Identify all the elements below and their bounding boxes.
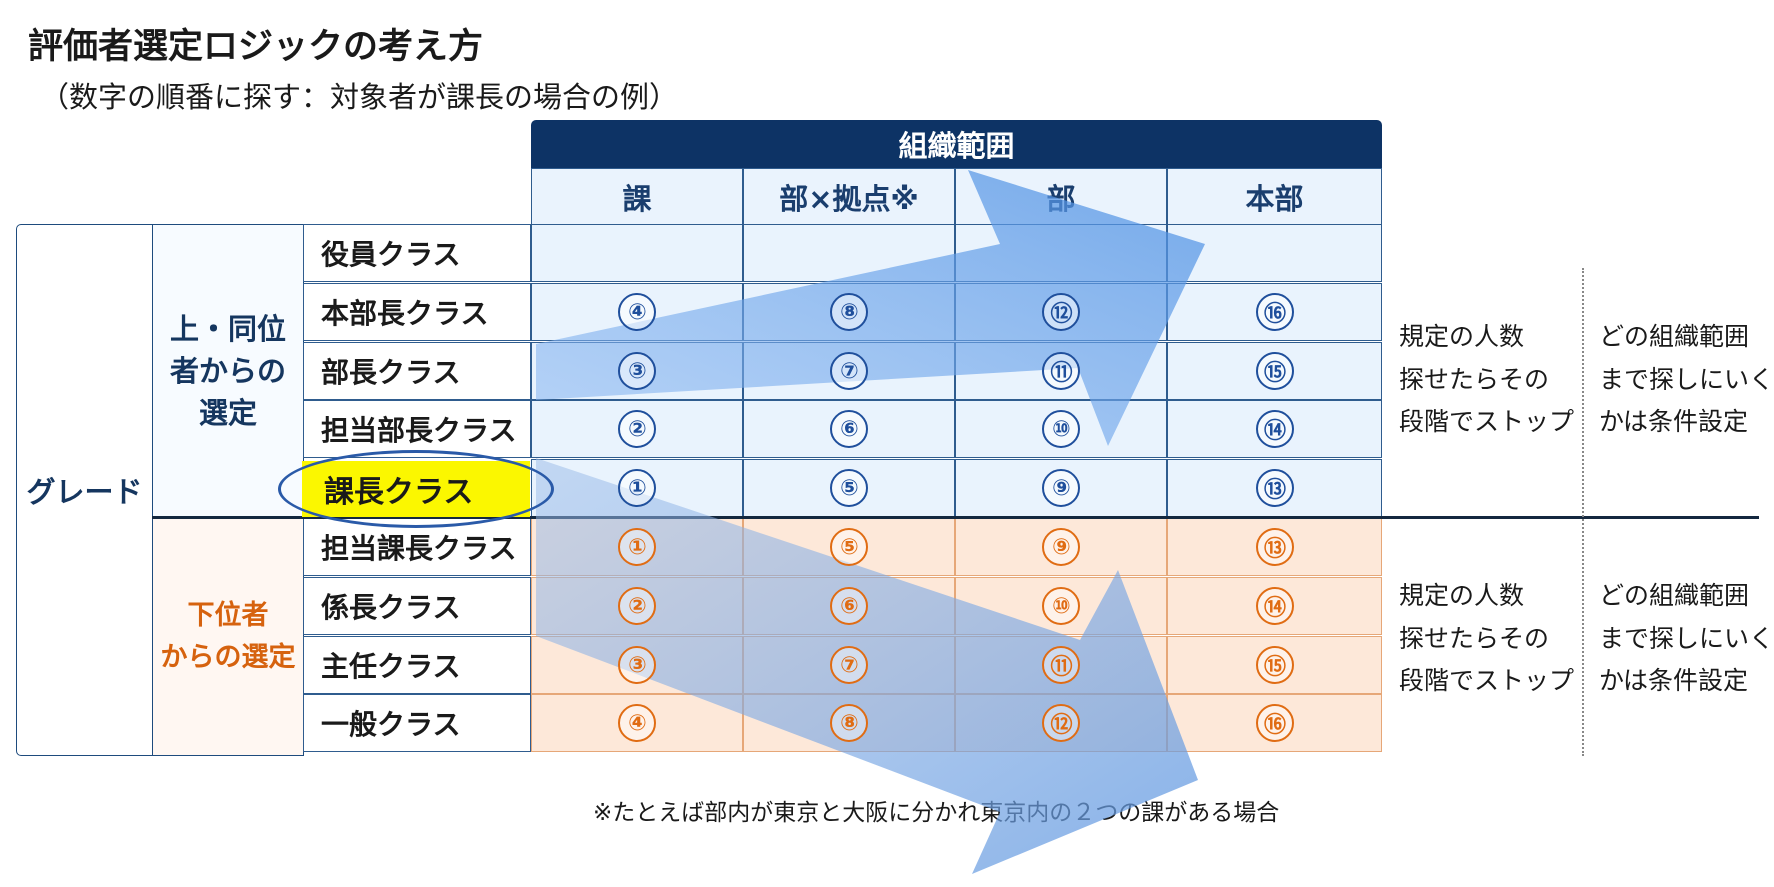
matrix-cell (531, 224, 743, 282)
search-order-number: ⑦ (830, 646, 868, 684)
search-order-number: ⑪ (1042, 352, 1080, 390)
search-order-number: ⑭ (1255, 587, 1294, 625)
search-order-number: ⑬ (1255, 469, 1294, 507)
search-order-number: ③ (618, 646, 656, 684)
search-order-number: ④ (618, 293, 656, 331)
search-order-number: ⑯ (1255, 704, 1294, 742)
column-header: 部 (955, 168, 1167, 225)
page-title: 評価者選定ロジックの考え方 (28, 27, 484, 67)
org-scope-header: 組織範囲 (531, 120, 1382, 168)
upper-group-line: 上・同位 (169, 311, 286, 346)
matrix-cell (955, 224, 1167, 282)
search-order-number: ⑩ (1042, 410, 1080, 448)
upper-group-line: 選定 (198, 396, 257, 431)
footnote: ※たとえば部内が東京と大阪に分かれ東京内の２つの課がある場合 (593, 800, 1280, 826)
search-order-number: ⑮ (1255, 646, 1294, 684)
grade-label: グレード (16, 224, 153, 756)
search-order-number: ⑨ (1042, 469, 1080, 507)
search-order-number: ③ (618, 352, 656, 390)
rank-label: 担当部長クラス (303, 400, 531, 458)
search-order-number: ⑥ (830, 410, 868, 448)
condition-note-upper: どの組織範囲 まで探しにいく かは条件設定 (1599, 322, 1774, 436)
search-order-number: ⑩ (1042, 587, 1080, 625)
rank-label: 主任クラス (303, 636, 531, 694)
lower-group-line: からの選定 (160, 642, 296, 673)
page-subtitle: （数字の順番に探す：対象者が課長の場合の例） (40, 80, 679, 114)
column-header: 課 (531, 168, 743, 225)
search-order-number: ⑨ (1042, 528, 1080, 566)
search-order-number: ⑯ (1255, 293, 1294, 331)
lower-group-line: 下位者 (187, 600, 269, 632)
rank-label: 役員クラス (303, 224, 531, 282)
column-header: 部×拠点※ (743, 168, 955, 225)
lower-group-label: 下位者 からの選定 (152, 518, 304, 756)
search-order-number: ⑥ (830, 587, 868, 625)
dotted-separator (1582, 268, 1584, 756)
condition-note-lower: どの組織範囲 まで探しにいく かは条件設定 (1599, 581, 1774, 695)
search-order-number: ⑤ (830, 528, 868, 566)
search-order-number: ⑫ (1042, 293, 1080, 331)
search-order-number: ⑤ (830, 469, 868, 507)
upper-group-line: 者からの (169, 353, 286, 388)
matrix-cell (1167, 224, 1382, 282)
search-order-number: ⑭ (1255, 410, 1294, 448)
search-order-number: ② (618, 587, 656, 625)
search-order-number: ⑧ (830, 704, 868, 742)
search-order-number: ⑦ (830, 352, 868, 390)
search-order-number: ① (618, 469, 656, 507)
search-order-number: ⑫ (1042, 704, 1080, 742)
search-order-number: ② (618, 410, 656, 448)
rank-label: 本部長クラス (303, 283, 531, 341)
stop-note-lower: 規定の人数 探せたらその 段階でストップ (1399, 581, 1575, 695)
search-order-number: ⑪ (1042, 646, 1080, 684)
search-order-number: ⑧ (830, 293, 868, 331)
search-order-number: ⑬ (1255, 528, 1294, 566)
rank-label: 部長クラス (303, 342, 531, 400)
search-order-number: ① (618, 528, 656, 566)
column-header: 本部 (1167, 168, 1382, 225)
search-order-number: ④ (618, 704, 656, 742)
stop-note-upper: 規定の人数 探せたらその 段階でストップ (1399, 322, 1575, 436)
target-highlight-ring (278, 450, 554, 528)
upper-group-label: 上・同位 者からの 選定 (152, 224, 304, 518)
rank-label: 係長クラス (303, 577, 531, 635)
matrix-cell (743, 224, 955, 282)
search-order-number: ⑮ (1255, 352, 1294, 390)
rank-label: 一般クラス (303, 694, 531, 752)
